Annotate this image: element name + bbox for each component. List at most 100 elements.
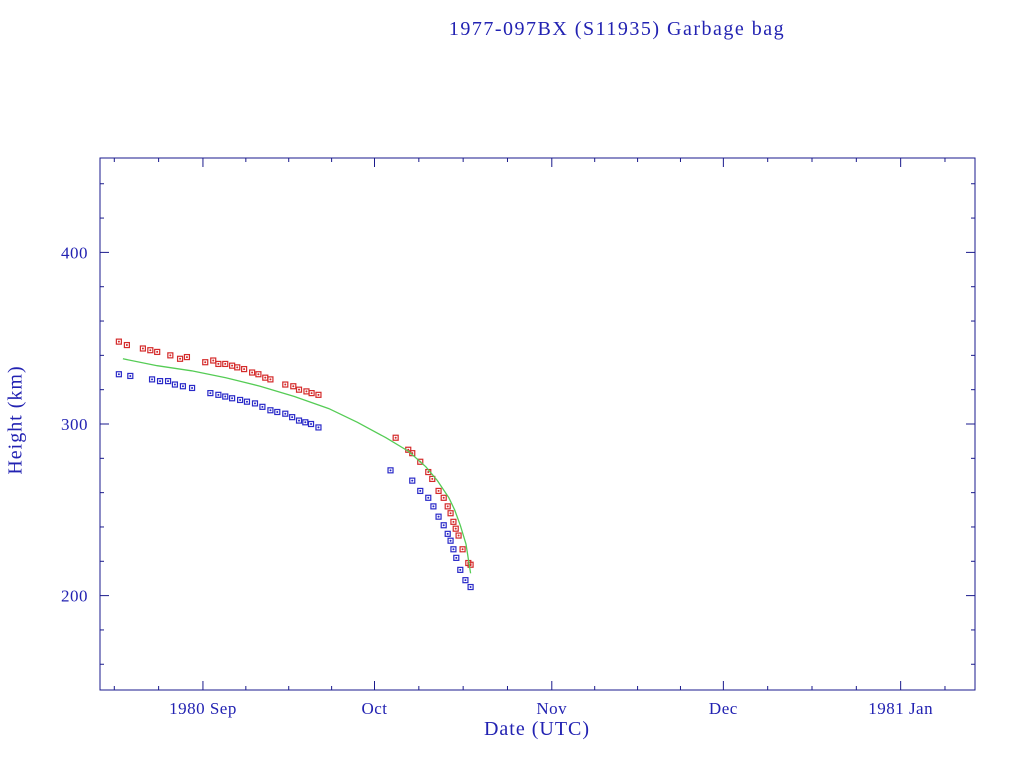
red-points-marker <box>452 525 459 532</box>
blue-points-marker <box>179 383 187 390</box>
chart-title: 1977-097BX (S11935) Garbage bag <box>448 18 786 40</box>
red-points-marker <box>447 510 454 517</box>
red-points-marker-dot <box>257 373 260 376</box>
blue-points-marker <box>417 487 424 495</box>
blue-points-marker <box>207 390 214 397</box>
red-points-marker <box>222 360 229 368</box>
blue-points-marker-dot <box>239 398 242 401</box>
blue-points-marker <box>315 424 322 431</box>
red-points-marker <box>459 546 466 553</box>
blue-points-marker <box>229 395 236 402</box>
blue-points-marker <box>444 530 451 537</box>
red-points-marker-dot <box>185 356 188 359</box>
blue-points-marker <box>447 537 454 544</box>
red-points-marker-dot <box>149 349 152 352</box>
blue-points-marker <box>457 566 464 573</box>
y-tick-label: 200 <box>61 587 88 606</box>
blue-points-marker-dot <box>389 469 392 472</box>
red-points-marker-dot <box>310 392 313 395</box>
red-points-marker-dot <box>224 362 227 365</box>
red-points-marker-dot <box>264 376 267 379</box>
blue-points-marker-dot <box>317 426 320 429</box>
red-points-marker <box>249 369 256 376</box>
blue-points-marker <box>425 494 432 501</box>
x-tick-label: Nov <box>536 699 567 718</box>
red-points-marker-dot <box>461 548 464 551</box>
red-points-marker <box>435 487 442 495</box>
y-tick-label: 300 <box>61 415 88 434</box>
blue-points-marker-dot <box>261 405 264 408</box>
red-points-marker-dot <box>117 340 120 343</box>
red-points-marker <box>202 359 209 366</box>
x-tick-label: Dec <box>709 699 738 718</box>
red-points-marker-dot <box>431 477 434 480</box>
red-points-marker-dot <box>179 357 182 360</box>
red-points-marker-dot <box>204 361 207 364</box>
red-points-marker-dot <box>169 354 172 357</box>
blue-points-marker <box>453 554 460 561</box>
blue-points-marker <box>289 414 296 421</box>
blue-points-marker-dot <box>276 410 279 413</box>
plot-frame <box>99 157 976 691</box>
red-points-marker-dot <box>212 359 215 362</box>
blue-points-marker-dot <box>427 496 430 499</box>
blue-points-marker-dot <box>291 416 294 419</box>
blue-points-marker-dot <box>167 380 170 383</box>
blue-points-marker-dot <box>442 524 445 527</box>
blue-points-marker <box>156 377 164 385</box>
red-points-marker-dot <box>217 362 220 365</box>
red-points-marker <box>123 341 130 349</box>
blue-points-marker-dot <box>459 568 462 571</box>
red-points-marker <box>167 352 174 359</box>
blue-points-marker-dot <box>209 392 212 395</box>
blue-points-marker-dot <box>452 548 455 551</box>
red-points-marker-dot <box>446 505 449 508</box>
red-points-marker-dot <box>469 563 472 566</box>
blue-points-marker-dot <box>224 395 227 398</box>
red-points-marker <box>295 386 303 393</box>
blue-points-marker-dot <box>217 393 220 396</box>
blue-points-marker-dot <box>304 421 307 424</box>
blue-points-marker-dot <box>269 409 272 412</box>
blue-points-marker <box>171 381 179 388</box>
blue-points-marker <box>409 477 416 484</box>
blue-points-marker-dot <box>432 505 435 508</box>
blue-points-marker-dot <box>151 378 154 381</box>
blue-points-marker <box>430 503 437 510</box>
red-points-marker-dot <box>284 383 287 386</box>
x-axis-label: Date (UTC) <box>483 718 591 740</box>
blue-points-marker-dot <box>469 586 472 589</box>
red-points-marker-dot <box>292 385 295 388</box>
red-points-marker-dot <box>156 350 159 353</box>
red-points-marker <box>417 458 424 465</box>
blue-points-marker-dot <box>117 373 120 376</box>
red-points-marker <box>234 364 241 371</box>
red-points-marker <box>392 434 399 441</box>
red-points-marker-dot <box>298 388 301 391</box>
blue-points-marker-dot <box>455 556 458 559</box>
y-tick-label: 400 <box>61 243 88 262</box>
red-points-marker <box>308 390 315 397</box>
blue-points-marker <box>237 396 244 404</box>
red-points-marker-dot <box>141 347 144 350</box>
blue-points-marker-dot <box>464 579 467 582</box>
blue-points-marker <box>164 377 172 385</box>
blue-points-marker <box>222 393 229 400</box>
red-points-marker-dot <box>454 527 457 530</box>
green-curve <box>122 358 472 574</box>
blue-points-marker <box>243 398 251 405</box>
blue-points-marker <box>295 417 303 424</box>
red-points-marker <box>154 348 161 356</box>
red-points-marker-dot <box>394 436 397 439</box>
red-points-marker <box>282 381 289 388</box>
blue-points-marker-dot <box>245 400 248 403</box>
blue-points-marker <box>282 410 289 417</box>
x-tick-label: 1980 Sep <box>169 699 237 718</box>
red-points-marker-dot <box>125 344 128 347</box>
blue-points-marker <box>127 372 134 380</box>
blue-points-marker <box>435 513 442 520</box>
red-points-marker-dot <box>305 390 308 393</box>
blue-points-marker-dot <box>191 386 194 389</box>
red-points-marker-dot <box>452 520 455 523</box>
